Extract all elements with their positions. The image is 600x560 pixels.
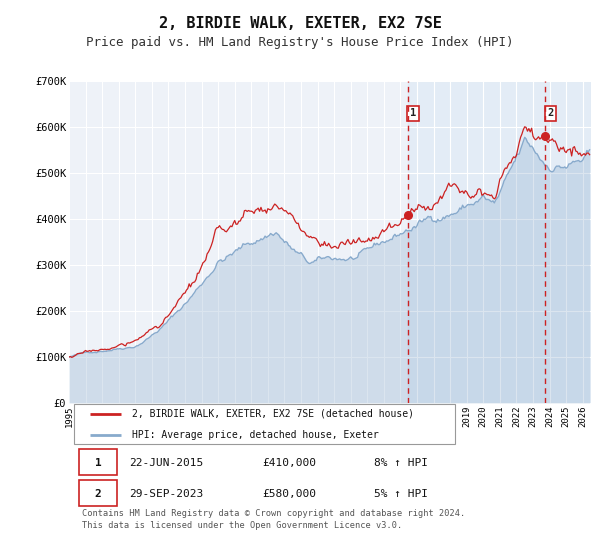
Text: 2, BIRDIE WALK, EXETER, EX2 7SE (detached house): 2, BIRDIE WALK, EXETER, EX2 7SE (detache…: [131, 409, 413, 419]
Text: 29-SEP-2023: 29-SEP-2023: [129, 488, 203, 498]
Text: 5% ↑ HPI: 5% ↑ HPI: [374, 488, 428, 498]
Text: 2: 2: [95, 488, 101, 498]
Text: £410,000: £410,000: [262, 458, 316, 468]
Text: 1: 1: [410, 109, 416, 118]
FancyBboxPatch shape: [79, 449, 117, 475]
Bar: [408, 81, 591, 403]
Text: 1: 1: [95, 458, 101, 468]
Text: 22-JUN-2015: 22-JUN-2015: [129, 458, 203, 468]
Text: 2, BIRDIE WALK, EXETER, EX2 7SE: 2, BIRDIE WALK, EXETER, EX2 7SE: [158, 16, 442, 31]
Text: 8% ↑ HPI: 8% ↑ HPI: [374, 458, 428, 468]
Text: HPI: Average price, detached house, Exeter: HPI: Average price, detached house, Exet…: [131, 430, 379, 440]
Text: £580,000: £580,000: [262, 488, 316, 498]
FancyBboxPatch shape: [79, 480, 117, 506]
Text: Contains HM Land Registry data © Crown copyright and database right 2024.
This d: Contains HM Land Registry data © Crown c…: [82, 510, 466, 530]
Text: Price paid vs. HM Land Registry's House Price Index (HPI): Price paid vs. HM Land Registry's House …: [86, 36, 514, 49]
FancyBboxPatch shape: [74, 404, 455, 444]
Text: 2: 2: [547, 109, 554, 118]
